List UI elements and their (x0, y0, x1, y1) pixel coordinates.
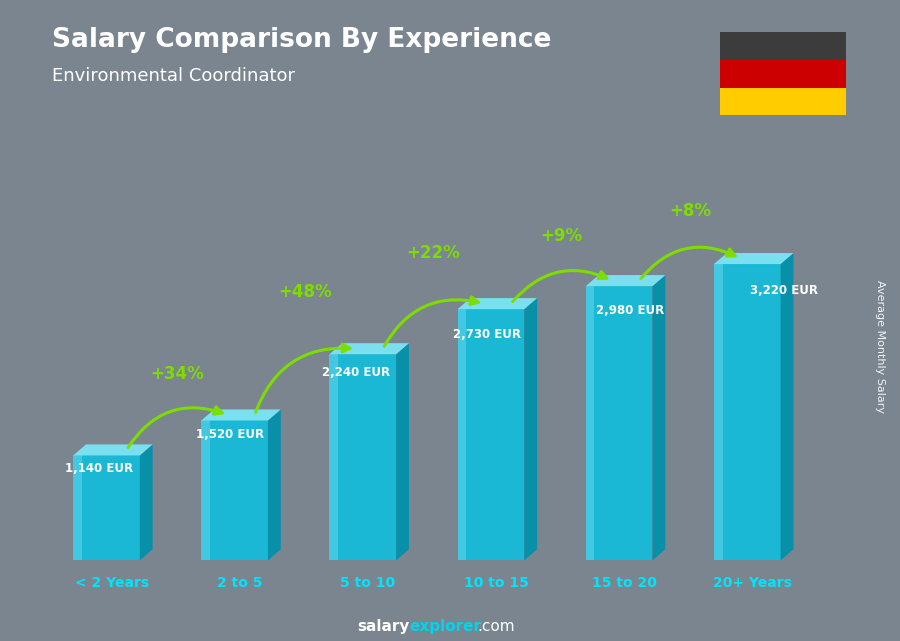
Polygon shape (586, 286, 652, 560)
Text: 1,140 EUR: 1,140 EUR (66, 462, 133, 474)
Polygon shape (714, 264, 723, 560)
Text: 10 to 15: 10 to 15 (464, 576, 528, 590)
Text: < 2 Years: < 2 Years (75, 576, 148, 590)
Polygon shape (202, 420, 210, 560)
Text: salary: salary (357, 619, 410, 635)
FancyBboxPatch shape (720, 32, 846, 60)
Text: 2 to 5: 2 to 5 (217, 576, 263, 590)
Text: +8%: +8% (669, 203, 711, 221)
Polygon shape (457, 309, 466, 560)
Polygon shape (780, 253, 794, 560)
Polygon shape (525, 298, 537, 560)
Text: +48%: +48% (279, 283, 332, 301)
Polygon shape (714, 264, 780, 560)
Polygon shape (586, 286, 595, 560)
Text: 3,220 EUR: 3,220 EUR (750, 284, 818, 297)
Text: +9%: +9% (541, 227, 583, 245)
Polygon shape (329, 343, 409, 354)
Polygon shape (73, 456, 82, 560)
Text: +22%: +22% (407, 244, 461, 262)
Polygon shape (714, 253, 794, 264)
Polygon shape (586, 275, 665, 286)
Polygon shape (73, 456, 140, 560)
Polygon shape (329, 354, 396, 560)
Text: Average Monthly Salary: Average Monthly Salary (875, 279, 886, 413)
Text: Environmental Coordinator: Environmental Coordinator (52, 67, 295, 85)
FancyBboxPatch shape (720, 88, 846, 115)
Text: 5 to 10: 5 to 10 (340, 576, 395, 590)
Text: +34%: +34% (150, 365, 204, 383)
Polygon shape (329, 354, 338, 560)
Text: 2,980 EUR: 2,980 EUR (596, 304, 664, 317)
Text: 20+ Years: 20+ Years (713, 576, 792, 590)
Polygon shape (140, 444, 153, 560)
Polygon shape (268, 410, 281, 560)
Polygon shape (457, 309, 525, 560)
Text: 15 to 20: 15 to 20 (592, 576, 657, 590)
Text: 2,730 EUR: 2,730 EUR (453, 328, 520, 341)
Text: .com: .com (477, 619, 515, 635)
Polygon shape (73, 444, 153, 456)
Polygon shape (457, 298, 537, 309)
Text: 2,240 EUR: 2,240 EUR (322, 366, 390, 379)
Text: explorer: explorer (410, 619, 482, 635)
FancyBboxPatch shape (720, 60, 846, 88)
Polygon shape (202, 410, 281, 420)
Text: Salary Comparison By Experience: Salary Comparison By Experience (52, 27, 552, 53)
Polygon shape (396, 343, 409, 560)
Text: 1,520 EUR: 1,520 EUR (196, 428, 265, 441)
Polygon shape (652, 275, 665, 560)
Polygon shape (202, 420, 268, 560)
